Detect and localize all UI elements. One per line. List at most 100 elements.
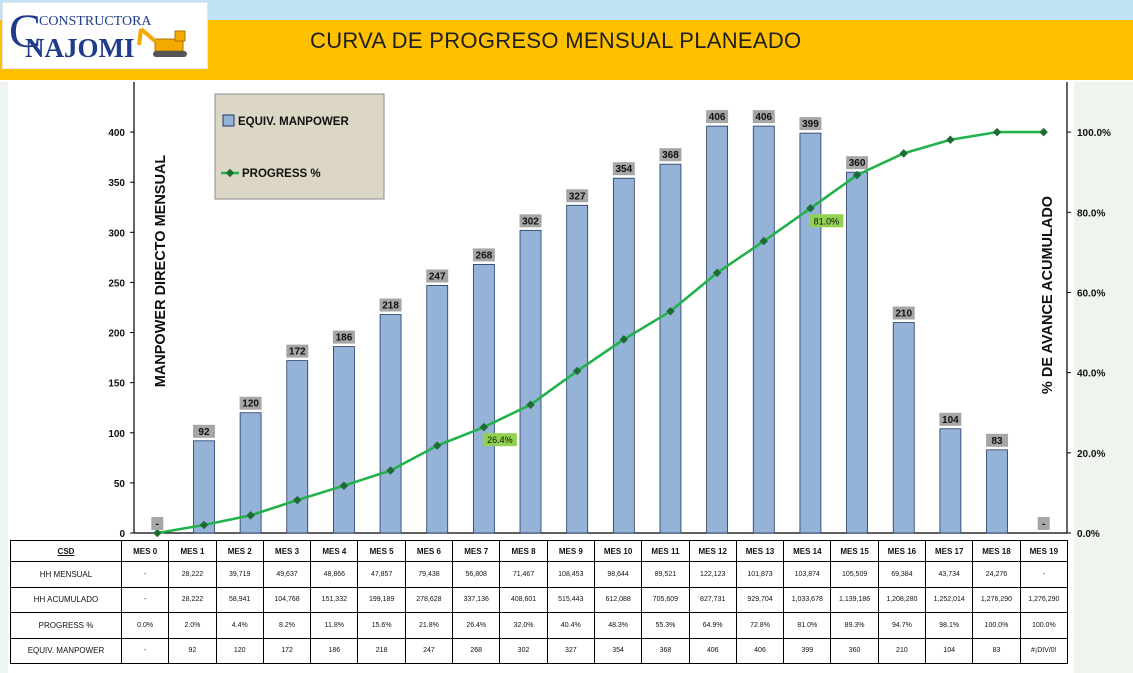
bar [519,229,542,534]
legend-entry-manpower: EQUIV. MANPOWER [238,116,349,128]
progress-point [946,135,955,144]
progress-point [572,366,582,376]
bar-value-label: 172 [289,347,306,358]
table-cell: 15.6% [357,612,406,639]
table-row-label: HH MENSUAL [10,561,122,588]
table-cell: 1,139,186 [830,586,879,614]
y2-tick-label: 40.0% [1077,369,1105,380]
bar-value-label: 210 [895,309,912,320]
bar [426,285,449,534]
bar-label-box [706,110,729,124]
bar-value-label: 83 [991,436,1003,447]
bar [986,449,1008,534]
table-cell: 268 [452,637,501,665]
bar [659,163,682,534]
y-tick-label: 200 [108,329,125,340]
y-tick-label: 50 [114,479,126,490]
table-cell: 247 [404,637,454,665]
table-corner-label: CSD [10,539,122,563]
table-cell: 406 [688,637,737,665]
bar-value-label: 218 [382,301,399,312]
table-cell: 406 [735,637,785,665]
table-cell: 1,033,678 [783,586,832,614]
bar-value-label: - [156,519,159,530]
table-cell: 929,704 [735,586,785,614]
bar-label-box [612,162,635,176]
bar [799,132,822,534]
table-column-header: MES 2 [215,539,264,563]
table-cell: 28,222 [168,561,217,588]
table-cell: #¡DIV/0! [1019,637,1069,665]
progress-point [339,481,349,490]
bar-value-label: 120 [242,399,259,410]
y-tick-label: 150 [108,379,125,390]
table-column-header: MES 8 [499,539,548,563]
y-axis-title: MANPOWER DIRECTO MENSUAL [153,155,169,388]
bar-value-label: 399 [802,119,819,130]
table-cell: 705,609 [641,586,690,614]
table-cell: 368 [641,637,690,665]
table-cell: 94.7% [877,612,927,639]
table-cell: 98.1% [925,612,974,639]
table-column-header: MES 15 [830,539,879,563]
table-cell: 104,768 [262,586,312,614]
table-cell: 515,443 [546,586,595,614]
bar [472,264,495,534]
bar-value-label: 354 [615,164,632,175]
table-cell: 69,384 [877,561,927,588]
table-cell: 122,123 [688,561,737,588]
bar-value-label: 186 [336,333,353,344]
table-cell: 103,874 [783,561,832,588]
table-cell: - [120,561,170,588]
table-column-header: MES 5 [357,539,406,563]
table-column-header: MES 16 [877,539,927,563]
table-cell: 24,276 [972,561,1021,588]
table-cell: 4.4% [215,612,264,639]
bar [892,322,915,534]
table-cell: 72.8% [735,612,785,639]
y-tick-label: 300 [108,228,125,239]
bar-label-box [286,344,309,358]
table-column-header: MES 11 [641,539,690,563]
table-row: HH MENSUAL -28,222 39,719 49,637 48,866 47,85… [10,561,1069,588]
table-cell: 108,453 [546,561,595,588]
progress-point [712,268,722,278]
y-tick-label: 250 [108,278,125,289]
table-column-header: MES 17 [925,539,974,563]
bar-value-label: 247 [429,271,446,282]
data-table: CSD MES 0 MES 1 MES 2 MES 3 MES 4 MES 5 MES 6 ME… [10,539,1069,665]
table-cell: 79,438 [404,561,454,588]
y2-tick-label: 60.0% [1077,288,1105,299]
progress-annotation-box [809,214,844,228]
table-cell: 26.4% [452,612,501,639]
table-column-header: MES 0 [120,539,170,563]
progress-annotation: 81.0% [814,216,840,226]
table-cell: 8.2% [262,612,312,639]
bar-value-label: 327 [569,191,586,202]
bar-value-label: - [1042,519,1045,530]
bar-label-box [799,117,822,131]
legend-entry-progress: PROGRESS % [242,168,321,180]
table-cell: 337,136 [452,586,501,614]
table-cell: 408,601 [499,586,548,614]
table-column-header: MES 13 [735,539,785,563]
table-cell: 39,719 [215,561,264,588]
left-margin [0,82,8,673]
table-cell: 120 [215,637,264,665]
table-column-header: MES 9 [546,539,595,563]
bar-value-label: 406 [755,112,772,123]
excavator-icon [137,27,187,57]
y2-tick-label: 20.0% [1077,449,1105,460]
table-cell: 92 [168,637,217,665]
bar-label-box [426,269,449,283]
bar-label-box [192,424,215,438]
y-tick-label: 350 [108,178,125,189]
progress-point [293,495,302,505]
right-margin [1074,82,1133,673]
bar [752,125,775,534]
bar [706,125,729,534]
table-cell: 104 [925,637,974,665]
table-header-row: CSD MES 0 MES 1 MES 2 MES 3 MES 4 MES 5 MES 6 ME… [10,539,1069,563]
legend: EQUIV. MANPOWER PROGRESS % [214,93,385,200]
bar-label-box [892,306,915,320]
